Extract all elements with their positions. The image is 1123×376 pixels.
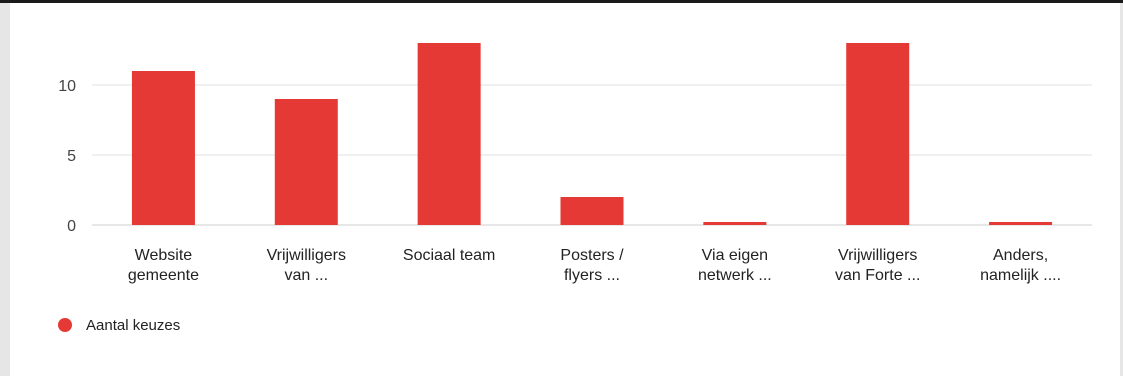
- bar-4: [703, 222, 767, 225]
- y-tick-label-10: 10: [58, 78, 76, 95]
- x-tick-label-4: Via eigen netwerk ...: [698, 247, 772, 284]
- y-tick-label-5: 5: [67, 148, 76, 165]
- bar-1: [274, 99, 338, 225]
- x-tick-label-6: Anders, namelijk ....: [980, 247, 1061, 284]
- bar-0: [131, 71, 195, 225]
- x-tick-label-3: Posters / flyers ...: [560, 247, 624, 284]
- legend: Aantal keuzes: [58, 315, 180, 335]
- x-tick-label-1: Vrijwilligers van ...: [267, 247, 346, 284]
- bar-5: [846, 43, 910, 225]
- x-tick-label-0: Website gemeente: [128, 247, 199, 284]
- legend-swatch: [58, 318, 72, 332]
- bar-2: [417, 43, 481, 225]
- legend-label: Aantal keuzes: [86, 316, 181, 334]
- bar-6: [989, 222, 1053, 225]
- x-tick-label-5: Vrijwilligers van Forte ...: [835, 247, 920, 284]
- x-tick-label-2: Sociaal team: [403, 247, 496, 264]
- bar-3: [560, 197, 624, 225]
- y-tick-label-0: 0: [67, 218, 76, 235]
- chart-card: [10, 3, 1120, 376]
